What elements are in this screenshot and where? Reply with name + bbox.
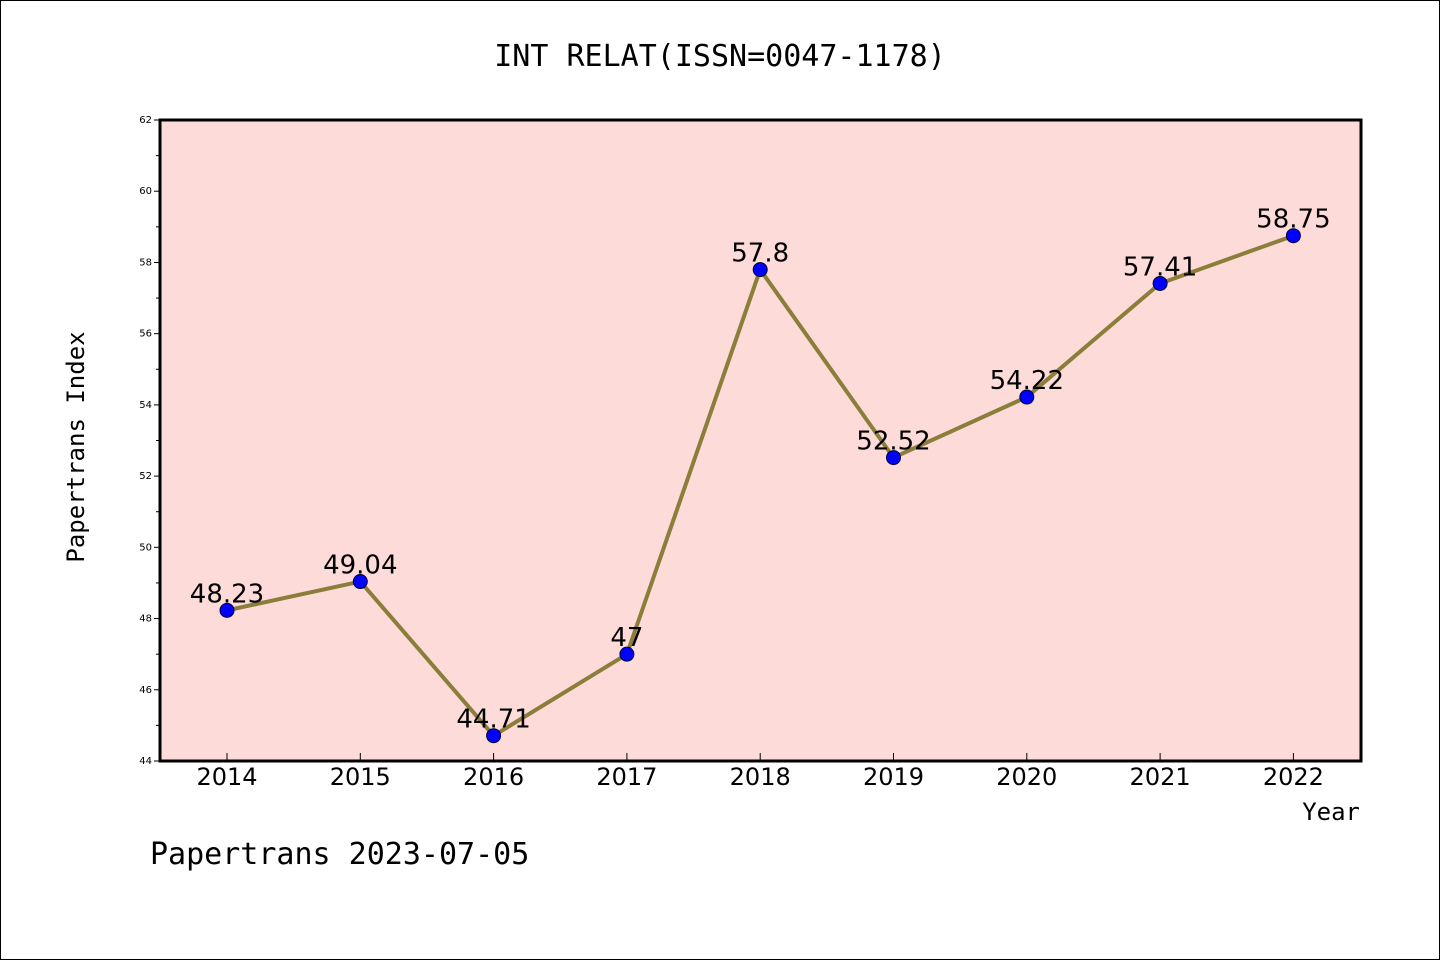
data-point (486, 728, 502, 744)
data-point (1285, 228, 1301, 244)
data-label: 57.41 (1123, 252, 1197, 282)
x-tick-label: 2019 (863, 763, 924, 791)
y-tick-label: 44 (139, 756, 152, 767)
data-label: 58.75 (1256, 205, 1330, 235)
y-axis-label: Papertrans Index (62, 331, 90, 562)
x-axis: 2014 2015 2016 2017 2018 2019 2020 2021 2022 (196, 753, 1324, 791)
footer-text: Papertrans 2023-07-05 (150, 837, 529, 872)
y-tick-label: 58 (139, 257, 152, 268)
x-tick-label: 2014 (196, 763, 257, 791)
x-tick-label: 2017 (596, 763, 657, 791)
data-point (1152, 275, 1168, 291)
data-point (619, 646, 635, 662)
data-label: 54.22 (990, 366, 1064, 396)
y-tick-label: 56 (139, 329, 152, 340)
data-point (352, 574, 368, 590)
data-label: 49.04 (323, 551, 397, 581)
y-tick-label: 52 (139, 471, 152, 482)
x-tick-label: 2021 (1130, 763, 1191, 791)
data-point (886, 450, 901, 466)
plot-area (158, 118, 1363, 763)
data-label: 44.71 (456, 705, 530, 735)
data-label: 57.8 (731, 239, 789, 269)
x-tick-label: 2015 (330, 763, 391, 791)
y-tick-label: 48 (139, 614, 152, 625)
x-axis-label: Year (1302, 798, 1360, 826)
y-tick-label: 46 (139, 685, 152, 696)
x-tick-label: 2016 (463, 763, 524, 791)
data-label: 47 (610, 623, 643, 653)
data-points (219, 228, 1301, 744)
y-tick-label: 50 (139, 542, 152, 553)
x-tick-label: 2018 (730, 763, 791, 791)
data-point (1019, 389, 1035, 405)
data-labels: 48.23 49.04 44.71 47 57.8 52.52 54.22 57.41 58.7… (190, 205, 1331, 735)
data-label: 52.52 (856, 427, 930, 457)
x-tick-label: 2020 (996, 763, 1057, 791)
data-point (752, 262, 768, 278)
y-axis: 44 46 48 50 52 54 56 58 60 62 (139, 115, 160, 767)
data-point (219, 602, 235, 618)
y-tick-label: 60 (139, 186, 152, 197)
y-tick-label: 62 (139, 115, 152, 126)
data-label: 48.23 (190, 579, 264, 609)
chart-title: INT RELAT(ISSN=0047-1178) (494, 39, 946, 74)
x-tick-label: 2022 (1263, 763, 1324, 791)
y-tick-label: 54 (139, 400, 152, 411)
